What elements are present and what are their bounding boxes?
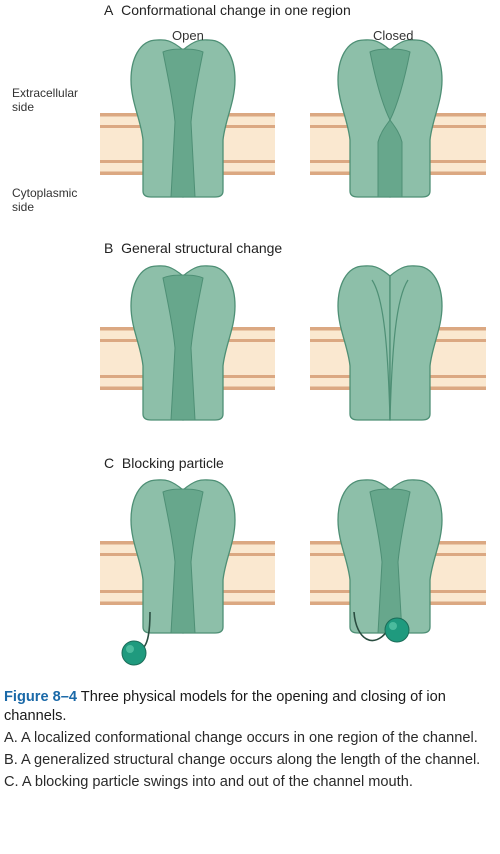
channel-subunit-right: [389, 265, 443, 421]
channel-seam: [371, 279, 391, 421]
ion-channel-diagram: [100, 39, 486, 666]
channel-b-closed: [337, 265, 443, 421]
figure-title: Three physical models for the opening an…: [4, 689, 446, 724]
blocking-particle-open: [121, 640, 147, 666]
channel-seam: [389, 279, 409, 421]
channel-a-open: [130, 39, 236, 198]
channel-pore-lower: [377, 119, 403, 198]
channel-pore-upper: [369, 48, 411, 122]
extracellular-side-label: Extracellular side: [12, 86, 79, 114]
channel-pore: [162, 48, 204, 198]
panel-b-title: B General structural change: [104, 240, 283, 256]
channel-pore: [162, 488, 204, 634]
panel-a-title: A Conformational change in one region: [104, 2, 351, 18]
caption-item-c: C. A blocking particle swings into and o…: [4, 774, 413, 790]
channel-a-closed: [337, 39, 443, 198]
channel-pore: [369, 488, 411, 634]
blocking-particle-closed: [384, 617, 410, 643]
channel-c-open: [130, 479, 236, 634]
open-label: Open: [172, 28, 204, 43]
channel-pore: [162, 274, 204, 421]
caption-item-a: A. A localized conformational change occ…: [4, 730, 478, 746]
figure-label: Figure 8–4: [4, 689, 77, 705]
panel-c-title: C Blocking particle: [104, 455, 224, 471]
channel-subunit-left: [337, 265, 391, 421]
channel-b-open: [130, 265, 236, 421]
particle-highlight: [126, 645, 134, 653]
figure-caption: Figure 8–4 Three physical models for the…: [4, 688, 498, 795]
particle-tether-closed: [353, 611, 389, 642]
particle-highlight: [389, 622, 397, 630]
closed-label: Closed: [373, 28, 414, 43]
channel-c-closed: [337, 479, 443, 634]
cytoplasmic-side-label: Cytoplasmic side: [12, 186, 78, 214]
caption-item-b: B. A generalized structural change occur…: [4, 752, 481, 768]
